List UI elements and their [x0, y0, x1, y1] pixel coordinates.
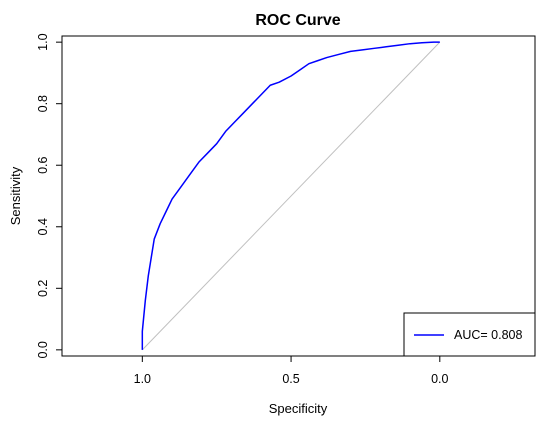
x-tick-label: 1.0: [134, 372, 151, 386]
y-tick-label: 0.2: [36, 280, 50, 297]
y-tick-label: 0.4: [36, 218, 50, 235]
y-tick-label: 0.6: [36, 157, 50, 174]
y-axis-label: Sensitivity: [8, 166, 23, 225]
reference-diagonal-line: [141, 41, 441, 351]
y-tick-label: 0.0: [36, 341, 50, 358]
x-tick-label: 0.5: [282, 372, 299, 386]
y-tick-label: 1.0: [36, 33, 50, 50]
y-axis: 0.0 0.2 0.4 0.6 0.8 1.0: [36, 33, 62, 359]
x-axis-label: Specificity: [269, 401, 328, 416]
chart-title: ROC Curve: [255, 12, 340, 29]
legend-label: AUC= 0.808: [454, 328, 522, 342]
y-tick-label: 0.8: [36, 95, 50, 112]
series-layer: [141, 41, 441, 351]
legend-box: [403, 312, 536, 357]
legend: AUC= 0.808: [403, 312, 536, 357]
plot-area: [61, 35, 536, 357]
roc-curve-line: [141, 41, 440, 350]
x-axis: 1.0 0.5 0.0: [134, 356, 449, 386]
x-tick-label: 0.0: [431, 372, 448, 386]
